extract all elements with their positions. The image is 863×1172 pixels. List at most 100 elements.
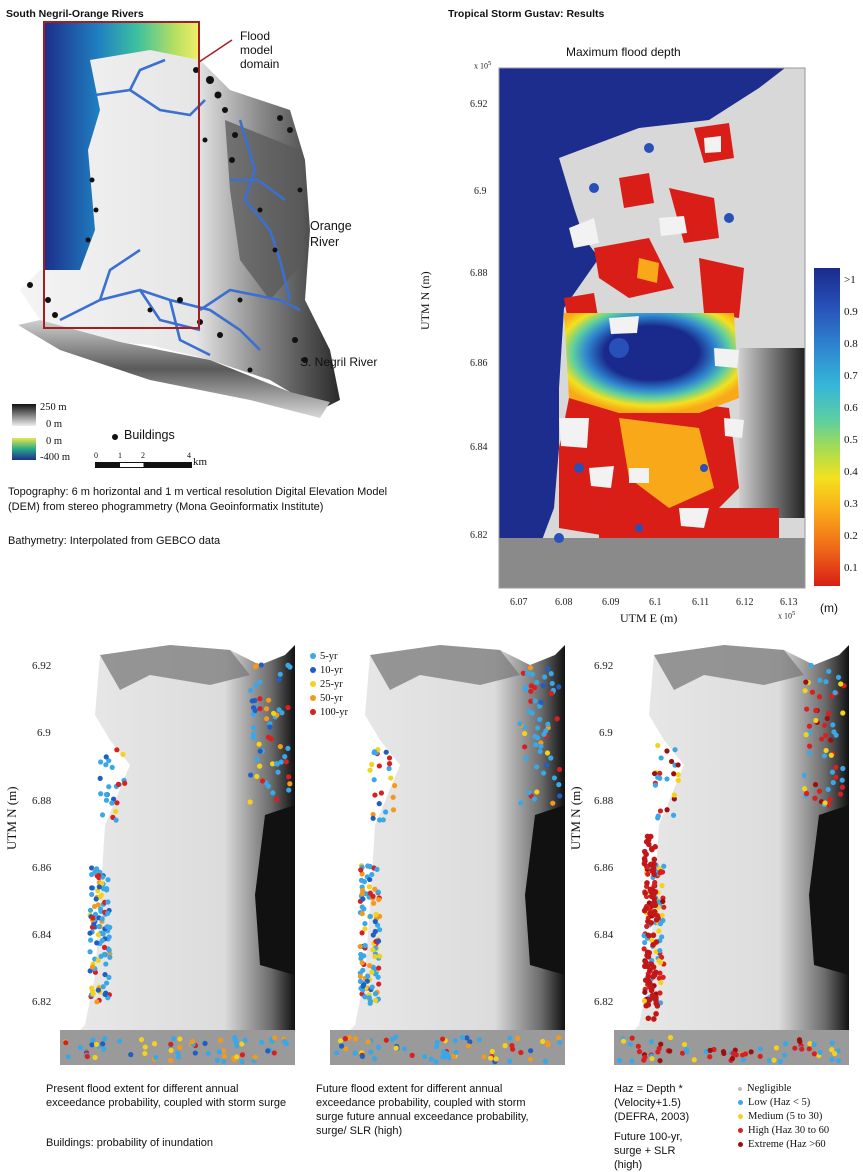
x-tick: 6.09: [602, 597, 620, 608]
building-dot: [393, 1045, 399, 1051]
building-dot: [627, 1041, 633, 1047]
building-dot: [274, 761, 280, 767]
building-dot: [104, 980, 110, 986]
building-dot: [648, 1039, 654, 1045]
building-dot: [816, 694, 823, 700]
building-dot: [99, 938, 105, 944]
building-dot: [840, 765, 846, 772]
building-dot: [740, 1057, 747, 1063]
building-dot: [116, 1038, 123, 1044]
building-dot: [433, 1059, 439, 1065]
legend-label: Low (Haz < 5): [748, 1097, 811, 1108]
building-dot: [649, 1055, 655, 1062]
building-dot: [652, 889, 659, 895]
building-dot: [828, 737, 834, 743]
building-dot: [807, 750, 813, 756]
building-dot: [366, 884, 372, 890]
building-dot: [658, 755, 664, 761]
y-tick: 6.82: [594, 996, 614, 1008]
building-dot: [540, 683, 546, 689]
building-dot: [816, 788, 823, 794]
colorbar-labels: >1 0.9 0.8 0.7 0.6 0.5 0.4 0.3 0.2 0.1: [844, 264, 863, 584]
building-dot: [257, 679, 263, 685]
building-dot: [257, 706, 263, 712]
building-dot: [367, 876, 373, 883]
building-dot: [839, 777, 845, 783]
building-dot: [372, 997, 379, 1004]
legend-item: Negligible: [738, 1082, 863, 1096]
building-dot: [829, 769, 836, 775]
x-tick: 6.1: [649, 597, 662, 608]
y-axis-label: UTM N (m): [568, 786, 583, 850]
building-dot: [343, 1045, 349, 1052]
building-dot: [168, 1047, 174, 1053]
flood-domain-label-line: domain: [240, 57, 280, 71]
building-dot: [556, 684, 562, 690]
building-dot: [524, 670, 531, 676]
building-dot: [110, 796, 117, 802]
building-dot: [376, 981, 382, 987]
future-flood-extent-map: [330, 645, 565, 1065]
building-dot: [773, 1045, 780, 1051]
building-dot: [392, 1034, 399, 1040]
building-dot: [635, 1043, 641, 1049]
building-dot: [370, 932, 376, 938]
building-dot: [440, 1053, 446, 1060]
building-dot: [114, 800, 120, 806]
building-dot: [367, 767, 373, 773]
legend-label: Extreme (Haz >60: [748, 1139, 826, 1150]
building-dot: [376, 965, 382, 971]
building-dot: [441, 1049, 447, 1055]
building-dot: [259, 778, 266, 784]
y-tick: 6.88: [32, 795, 52, 807]
building-dot: [370, 900, 377, 906]
building-dot: [557, 793, 563, 799]
building-dot: [242, 1037, 248, 1043]
building-dot: [616, 1057, 623, 1064]
building-dot: [92, 1054, 98, 1061]
building-dot: [358, 867, 364, 873]
building-dot: [803, 679, 809, 685]
y-tick: 6.9: [474, 186, 487, 197]
building-dot: [371, 749, 378, 755]
building-dot: [285, 662, 291, 668]
building-dot: [217, 1037, 224, 1043]
building-dot: [372, 886, 378, 892]
building-dot: [168, 1041, 174, 1047]
building-dot: [369, 761, 375, 767]
building-dot: [651, 995, 658, 1001]
building-dot: [153, 1054, 159, 1061]
building-dot: [239, 1052, 246, 1058]
dry-patches: [559, 136, 744, 528]
building-dot: [523, 756, 529, 762]
building-dot: [540, 1038, 546, 1045]
buildings-legend-label: Buildings: [124, 428, 175, 442]
building-dot: [87, 930, 93, 936]
building-dot: [659, 882, 665, 889]
legend-label: Negligible: [747, 1083, 792, 1094]
building-dot: [528, 1048, 534, 1054]
building-dot: [270, 790, 276, 796]
legend-label: Medium (5 to 30): [748, 1111, 823, 1122]
colorbar-label: 0.5: [844, 434, 858, 446]
building-dot: [647, 886, 654, 893]
legend-label: 10-yr: [320, 665, 343, 676]
building-dot: [114, 747, 120, 753]
building-dot: [433, 1044, 440, 1050]
building-dot: [360, 896, 366, 902]
building-dot: [522, 744, 528, 750]
building-dot: [274, 796, 280, 803]
building-dot: [342, 1036, 348, 1042]
building-dot: [641, 998, 648, 1004]
building-dot: [359, 911, 365, 917]
building-dot: [105, 877, 111, 883]
building-dot: [370, 947, 376, 953]
building-dot: [837, 791, 844, 797]
building-dot: [357, 973, 363, 980]
building-dot: [656, 958, 662, 964]
building-dot: [827, 796, 834, 803]
legend-item: Extreme (Haz >60: [738, 1138, 863, 1152]
building-dot: [92, 903, 98, 910]
y-tick: 6.82: [470, 530, 488, 541]
building-dot: [840, 710, 846, 716]
